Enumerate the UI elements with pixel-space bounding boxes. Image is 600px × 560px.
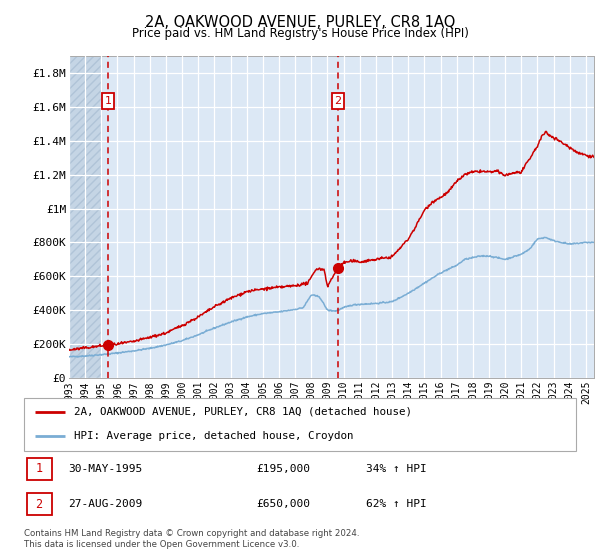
Text: 30-MAY-1995: 30-MAY-1995 <box>68 464 142 474</box>
Text: 2A, OAKWOOD AVENUE, PURLEY, CR8 1AQ: 2A, OAKWOOD AVENUE, PURLEY, CR8 1AQ <box>145 15 455 30</box>
Text: 1: 1 <box>35 463 43 475</box>
Text: 2A, OAKWOOD AVENUE, PURLEY, CR8 1AQ (detached house): 2A, OAKWOOD AVENUE, PURLEY, CR8 1AQ (det… <box>74 407 412 417</box>
Text: 2: 2 <box>334 96 341 106</box>
Text: 34% ↑ HPI: 34% ↑ HPI <box>366 464 427 474</box>
Text: 62% ↑ HPI: 62% ↑ HPI <box>366 499 427 509</box>
Bar <box>69 56 101 378</box>
Text: Price paid vs. HM Land Registry's House Price Index (HPI): Price paid vs. HM Land Registry's House … <box>131 27 469 40</box>
Text: HPI: Average price, detached house, Croydon: HPI: Average price, detached house, Croy… <box>74 431 353 441</box>
Text: £650,000: £650,000 <box>256 499 310 509</box>
Bar <box>69 56 101 378</box>
Text: Contains HM Land Registry data © Crown copyright and database right 2024.
This d: Contains HM Land Registry data © Crown c… <box>24 529 359 549</box>
Text: £195,000: £195,000 <box>256 464 310 474</box>
Text: 2: 2 <box>35 497 43 511</box>
FancyBboxPatch shape <box>24 398 576 451</box>
Text: 27-AUG-2009: 27-AUG-2009 <box>68 499 142 509</box>
FancyBboxPatch shape <box>27 493 52 515</box>
Text: 1: 1 <box>104 96 112 106</box>
FancyBboxPatch shape <box>27 458 52 480</box>
